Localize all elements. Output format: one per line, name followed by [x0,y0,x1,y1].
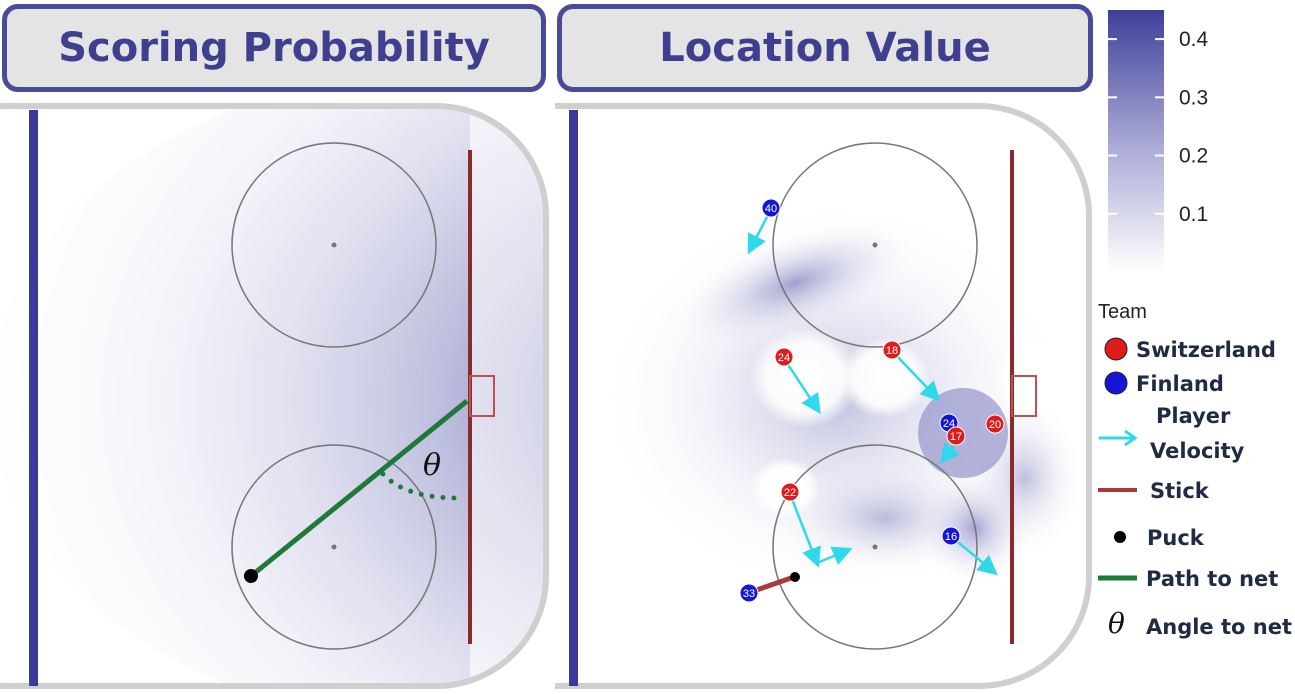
svg-text:0.4: 0.4 [1179,28,1209,51]
legend-velocity-2: Velocity [1150,439,1245,463]
faceoff-circle-bottom [231,444,437,650]
player-finland [761,198,781,218]
boards [0,103,549,689]
legend-velocity-1: Player [1156,404,1231,428]
finland-swatch [1104,371,1128,395]
legend-title: Team [1098,301,1147,323]
theta-label: θ [423,448,441,483]
player-number: 24 [943,418,955,430]
player-number: 33 [743,588,755,600]
colorbar-tick: 0.1 [1108,203,1208,226]
svg-text:0.1: 0.1 [1179,203,1208,226]
velocity-arrow [747,210,772,255]
faceoff-circle-bottom [772,444,978,650]
puck-swatch [1114,531,1126,543]
player-number: 22 [784,487,796,499]
colorbar-tick: 0.2 [1108,145,1208,168]
legend-puck: Puck [1147,526,1205,550]
location-value-rink: 40 24 18 24 17 20 22 16 33 [555,103,1092,689]
colorbar-tick: 0.4 [1108,28,1209,51]
faceoff-circle-top [231,142,437,348]
velocity-arrow-icon [1099,429,1138,447]
stick [750,574,795,595]
faceoff-dot-bottom [331,544,337,550]
legend-angle: Angle to net [1146,615,1292,639]
faceoff-circle-top [772,142,978,348]
scoring-probability-title: Scoring Probability [2,4,546,92]
colorbar-tick: 0.3 [1108,86,1208,109]
velocity-arrow [952,537,998,576]
player-number: 20 [989,419,1001,431]
velocity-arrow [892,351,941,402]
player-switzerland [882,340,902,360]
player-switzerland [946,426,966,446]
player-finland [941,526,961,546]
velocity-arrow [788,493,821,568]
player-switzerland [780,482,800,502]
legend: 0.4 0.3 0.2 0.1 Team Switzerland Finland… [1098,10,1292,640]
colorbar-ticks: 0.4 0.3 0.2 0.1 [1108,28,1209,226]
velocity-arrow [816,546,853,566]
location-value-title: Location Value [557,4,1093,92]
faceoff-dot-top [872,242,878,248]
faceoff-dot-top [331,242,337,248]
path-to-net [249,399,469,578]
blue-line [569,110,578,686]
goal-net [469,375,495,417]
legend-switzerland: Switzerland [1136,338,1276,362]
legend-finland: Finland [1136,372,1224,396]
legend-path: Path to net [1146,567,1278,591]
player-number: 24 [778,352,790,364]
faceoff-dot-bottom [872,544,878,550]
player-finland [739,583,759,603]
scoring-heatmap [0,106,546,686]
player-number: 40 [765,203,777,215]
boards [555,103,1092,689]
scoring-probability-rink: θ [0,103,549,689]
player-switzerland [985,414,1005,434]
theta-symbol: θ [1108,607,1125,640]
player-number: 17 [950,431,962,443]
goal-net [1011,375,1037,417]
puck [790,572,800,582]
player-switzerland [774,347,794,367]
blue-line [29,110,38,686]
colorbar [1108,10,1164,272]
switzerland-swatch [1104,337,1128,361]
svg-text:0.2: 0.2 [1179,145,1208,168]
player-number: 16 [945,531,957,543]
legend-stick: Stick [1150,479,1210,503]
svg-text:0.3: 0.3 [1179,86,1208,109]
angle-arc [380,471,461,501]
velocity-arrow [783,359,821,415]
player-number: 18 [886,345,898,357]
puck [244,569,258,583]
